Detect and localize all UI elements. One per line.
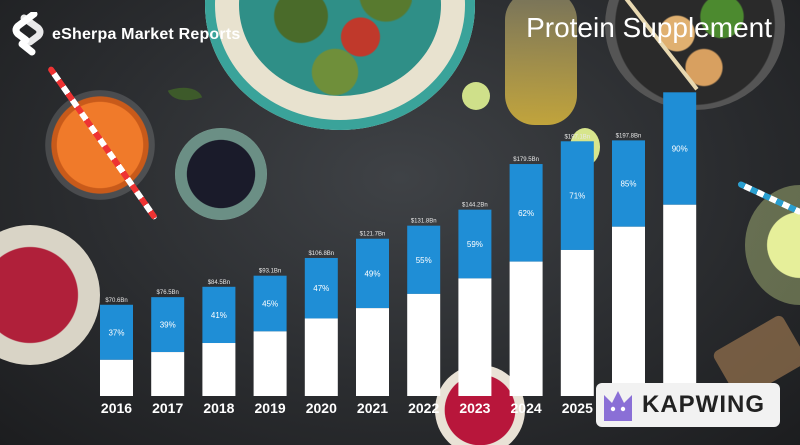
- bar-lower-2027: [663, 204, 697, 396]
- bar-lower-2026: [612, 226, 645, 396]
- bar-upper-2021: [356, 238, 389, 309]
- growth-label-2019: 45%: [262, 300, 278, 309]
- growth-label-2017: 39%: [160, 321, 176, 330]
- value-label-2025: $197.1Bn: [564, 134, 590, 140]
- value-label-2023: $144.2Bn: [462, 203, 488, 209]
- growth-label-2023: 59%: [467, 240, 483, 249]
- value-label-2022: $131.8Bn: [411, 219, 437, 225]
- bar-lower-2023: [458, 278, 492, 396]
- bar-upper-2024: [509, 164, 543, 262]
- growth-label-2016: 37%: [108, 328, 124, 337]
- value-label-2017: $76.5Bn: [157, 290, 179, 296]
- brand-logo: eSherpa Market Reports: [12, 12, 240, 58]
- bar-upper-2027: [663, 92, 697, 205]
- kapwing-logo-icon: [604, 391, 632, 421]
- year-label-2021: 2021: [357, 400, 388, 416]
- bar-upper-2016: [100, 304, 133, 360]
- growth-label-2022: 55%: [416, 256, 432, 265]
- bar-lower-2022: [407, 293, 441, 396]
- bar-lower-2025: [560, 249, 594, 396]
- year-label-2022: 2022: [408, 400, 439, 416]
- year-label-2023: 2023: [459, 400, 490, 416]
- year-label-2020: 2020: [306, 400, 337, 416]
- value-label-2026: $197.8Bn: [616, 133, 642, 139]
- growth-label-2027: 90%: [672, 145, 688, 154]
- brand-name: eSherpa Market Reports: [52, 26, 241, 43]
- year-label-2019: 2019: [255, 400, 286, 416]
- bar-upper-2019: [253, 275, 287, 332]
- bar-lower-2019: [253, 331, 287, 396]
- bar-upper-2018: [202, 286, 236, 344]
- year-label-2017: 2017: [152, 400, 183, 416]
- value-label-2018: $84.5Bn: [208, 280, 230, 286]
- bar-lower-2016: [100, 359, 133, 396]
- bar-upper-2025: [560, 141, 594, 250]
- bar-lower-2017: [151, 352, 185, 396]
- bar-upper-2026: [612, 140, 645, 227]
- value-label-2020: $106.8Bn: [308, 251, 334, 257]
- year-label-2025: 2025: [562, 400, 593, 416]
- growth-label-2018: 41%: [211, 311, 227, 320]
- year-label-2024: 2024: [511, 400, 542, 416]
- lime-slice-image: [462, 82, 490, 110]
- value-label-2019: $93.1Bn: [259, 269, 281, 275]
- growth-label-2021: 49%: [364, 269, 380, 278]
- growth-label-2025: 71%: [569, 192, 585, 201]
- bar-lower-2020: [304, 318, 338, 396]
- growth-label-2020: 47%: [313, 284, 329, 293]
- oil-bottle-image: [505, 0, 577, 125]
- chart-title: Protein Supplement: [526, 12, 772, 43]
- olive-bowl-image: [175, 128, 267, 220]
- growth-label-2026: 85%: [620, 180, 636, 189]
- esherpa-logo-icon: [12, 12, 44, 56]
- kapwing-wordmark: KAPWING: [642, 391, 765, 418]
- bar-upper-2020: [304, 257, 338, 319]
- kapwing-watermark: KAPWING: [596, 383, 780, 427]
- bar-upper-2017: [151, 297, 185, 353]
- value-label-2024: $179.5Bn: [513, 157, 539, 163]
- bar-lower-2018: [202, 343, 236, 396]
- growth-label-2024: 62%: [518, 209, 534, 218]
- bar-lower-2021: [356, 308, 389, 396]
- bar-upper-2023: [458, 209, 492, 279]
- value-label-2021: $121.7Bn: [360, 232, 386, 238]
- year-label-2016: 2016: [101, 400, 132, 416]
- year-label-2018: 2018: [203, 400, 234, 416]
- value-label-2016: $70.6Bn: [105, 298, 127, 304]
- bar-upper-2022: [407, 225, 441, 294]
- bar-lower-2024: [509, 261, 543, 396]
